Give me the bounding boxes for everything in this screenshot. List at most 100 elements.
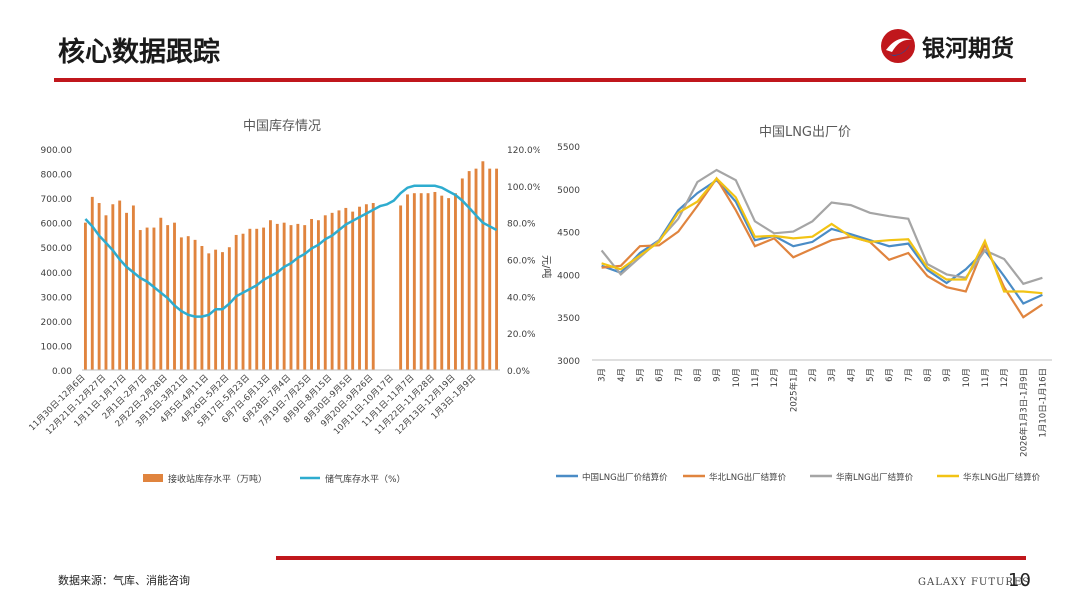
- x-tick-label: 11月: [751, 368, 761, 387]
- y2-tick-label: 0.0%: [507, 367, 530, 377]
- y2-tick-label: 20.0%: [507, 330, 536, 340]
- x-tick-label: 10月: [732, 368, 742, 387]
- price-line-0: [601, 178, 1043, 305]
- inventory-bar: [83, 222, 87, 370]
- inventory-bar: [440, 195, 444, 370]
- top-divider: [54, 78, 1026, 82]
- inventory-bar: [495, 168, 499, 370]
- x-tick-label: 5月: [636, 368, 646, 382]
- x-tick-label: 9月: [713, 368, 723, 382]
- page-number: 10: [1008, 570, 1031, 591]
- inventory-bar: [426, 193, 430, 370]
- inventory-bar: [467, 171, 471, 370]
- x-tick-label: 7月: [674, 368, 684, 382]
- y2-tick-label: 120.0%: [507, 146, 540, 156]
- x-tick-label: 8月: [923, 368, 933, 382]
- inventory-bar: [303, 225, 307, 370]
- inventory-bar: [234, 234, 238, 370]
- inventory-bar: [371, 203, 375, 370]
- inventory-bar: [248, 228, 252, 370]
- inventory-bar: [262, 227, 266, 370]
- data-source: 数据来源：气库、消能咨询: [58, 574, 190, 587]
- inventory-bar: [289, 225, 293, 370]
- legend-label: 华南LNG出厂结算价: [836, 472, 914, 483]
- y-tick-label: 400.00: [41, 269, 73, 279]
- y-tick-label: 300.00: [41, 293, 73, 303]
- y-tick-label: 4500: [557, 229, 580, 239]
- legend-label: 华北LNG出厂结算价: [709, 472, 787, 483]
- x-tick-label: 6月: [655, 368, 665, 382]
- inventory-bar: [118, 200, 122, 370]
- x-tick-label: 3月: [828, 368, 838, 382]
- inventory-chart: 中国库存情况 900.00 800.00 700.00 600.00 500.00 400.…: [27, 118, 540, 485]
- inventory-bar: [351, 211, 355, 370]
- inventory-bar: [474, 168, 478, 370]
- x-tick-label: 12月: [770, 368, 780, 387]
- y-tick-label: 600.00: [41, 220, 73, 230]
- y-tick-label: 4000: [557, 271, 580, 281]
- inventory-bar: [454, 193, 457, 370]
- inventory-bar: [481, 161, 485, 370]
- y-axis-label: 元/吨: [540, 255, 553, 278]
- inventory-bar: [406, 194, 409, 370]
- inventory-bar: [399, 205, 403, 370]
- inventory-bar: [344, 207, 348, 370]
- legend-label: 中国LNG出厂价结算价: [582, 472, 668, 483]
- inventory-bar: [488, 168, 492, 370]
- y2-tick-label: 40.0%: [507, 293, 536, 303]
- x-tick-label: 8月: [693, 368, 703, 382]
- inventory-bar: [207, 253, 211, 370]
- x-tick-label: 2025年1月: [788, 368, 799, 412]
- x-tick-label: 4月: [617, 368, 627, 382]
- chart-title: 中国库存情况: [243, 118, 321, 134]
- price-line-1: [601, 176, 1044, 319]
- storage-line: [84, 184, 498, 318]
- x-tick-label: 9月: [943, 368, 953, 382]
- inventory-bar: [419, 193, 423, 370]
- x-tick-label: 12月: [1000, 368, 1010, 387]
- legend-label: 华东LNG出厂结算价: [963, 472, 1041, 483]
- x-tick-label: 11月: [981, 368, 991, 387]
- brand-name: 银河期货: [922, 36, 1014, 62]
- inventory-bar: [364, 204, 368, 370]
- x-tick-label: 1月10日-1月16日: [1038, 368, 1048, 438]
- inventory-bar: [131, 205, 135, 370]
- inventory-bar: [125, 212, 128, 370]
- inventory-bar: [316, 220, 320, 370]
- y-tick-label: 5000: [557, 186, 580, 196]
- inventory-bar: [447, 198, 451, 370]
- y-tick-label: 5500: [557, 143, 580, 153]
- x-tick-label: 4月: [847, 368, 857, 382]
- inventory-bar: [138, 230, 142, 370]
- y-tick-label: 900.00: [41, 146, 73, 156]
- y2-tick-label: 100.0%: [507, 183, 540, 193]
- y-tick-label: 700.00: [41, 195, 73, 205]
- x-tick-label: 6月: [885, 368, 895, 382]
- inventory-bar: [255, 228, 259, 370]
- inventory-bar: [97, 203, 101, 370]
- inventory-bar: [323, 215, 327, 370]
- inventory-bar: [275, 223, 279, 370]
- y-tick-label: 3500: [557, 314, 580, 324]
- x-tick-label: 2月: [808, 368, 818, 382]
- y-tick-label: 200.00: [41, 318, 73, 328]
- inventory-bar: [221, 252, 224, 370]
- inventory-bar: [412, 193, 416, 370]
- inventory-bar: [200, 245, 204, 370]
- inventory-bar: [460, 178, 464, 370]
- inventory-bar: [241, 233, 245, 370]
- inventory-bar: [282, 222, 286, 370]
- legend-bar-swatch: [143, 474, 163, 482]
- inventory-bar: [337, 210, 341, 370]
- y-tick-label: 3000: [557, 357, 580, 367]
- page-title: 核心数据跟踪: [58, 37, 220, 68]
- y2-tick-label: 60.0%: [507, 257, 536, 267]
- price-line-3: [601, 176, 1043, 295]
- bottom-divider: [276, 556, 1026, 560]
- inventory-bar: [111, 204, 115, 370]
- legend-line-label: 储气库存水平（%）: [325, 473, 406, 485]
- x-tick-label: 3月: [598, 368, 608, 382]
- inventory-bar: [173, 222, 176, 370]
- y2-tick-label: 80.0%: [507, 220, 536, 230]
- galaxy-logo-icon: [881, 29, 915, 63]
